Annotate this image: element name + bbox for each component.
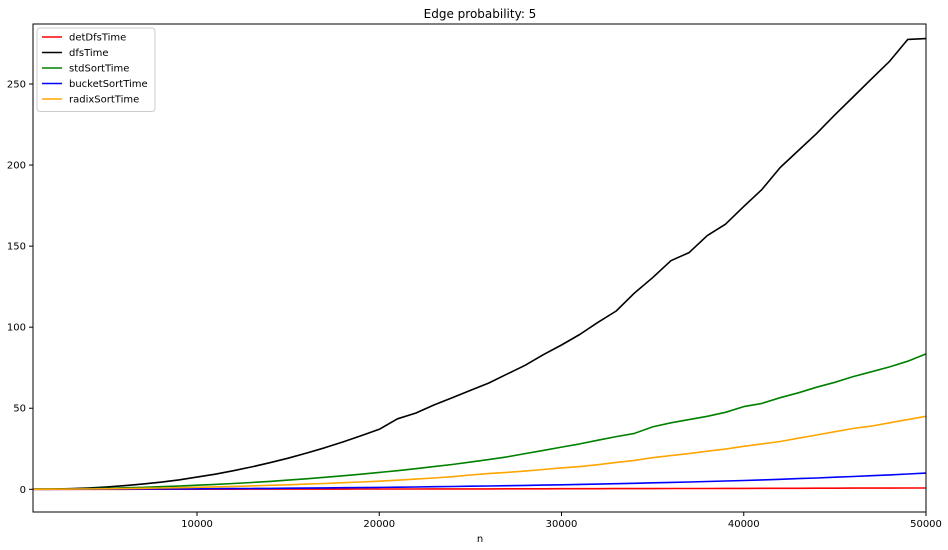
y-tick-label: 150	[7, 242, 26, 253]
x-tick-label: 40000	[728, 519, 760, 530]
y-tick-label: 200	[7, 161, 26, 172]
x-tick-label: 50000	[910, 519, 942, 530]
series-line-bucketSortTime	[33, 472, 927, 491]
y-tick-label: 100	[7, 323, 26, 334]
series-line-stdSortTime	[32, 353, 927, 491]
legend-label: stdSortTime	[69, 64, 129, 75]
legend-label: bucketSortTime	[69, 79, 148, 90]
x-tick-label: 30000	[546, 519, 578, 530]
legend-label: detDfsTime	[69, 33, 126, 44]
y-tick-label: 250	[7, 79, 26, 90]
y-tick-label: 50	[13, 404, 26, 415]
y-axis: 0 50 100 150 200 250	[7, 79, 33, 496]
series-line-radixSortTime	[32, 415, 927, 491]
legend-box	[36, 27, 156, 112]
x-tick-label: 20000	[363, 519, 395, 530]
plot-area	[32, 37, 927, 491]
plot-frame	[32, 23, 927, 513]
legend-label: radixSortTime	[69, 95, 139, 106]
y-tick-label: 0	[20, 485, 26, 496]
chart-title: Edge probability: 5	[424, 7, 537, 21]
legend: detDfsTime dfsTime stdSortTime bucketSortTi…	[36, 27, 156, 112]
x-tick-label: 10000	[181, 519, 213, 530]
x-axis-label: n	[477, 534, 483, 545]
x-axis: 10000 20000 30000 40000 50000	[181, 512, 942, 530]
series-line-dfsTime	[32, 37, 927, 490]
legend-label: dfsTime	[69, 48, 109, 59]
